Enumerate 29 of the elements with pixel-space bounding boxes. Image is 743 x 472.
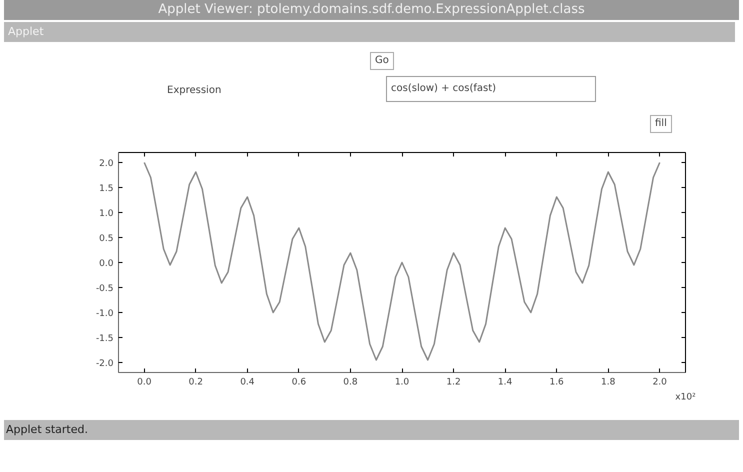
x-tick-label: 0.6 [292, 378, 306, 388]
text: Applet started. [4, 420, 739, 440]
x-tick-label: 1.0 [394, 378, 410, 388]
y-tick-label: 1.0 [99, 209, 114, 219]
y-tick-label: -1.0 [96, 309, 114, 319]
chart-title: Applet Viewer: ptolemy.domains.sdf.demo.ExpressionApplet.class [4, 0, 739, 20]
text: Expression [167, 84, 222, 98]
x-axis-title: x10² [675, 392, 696, 402]
x-tick-label: 1.4 [498, 378, 513, 388]
text: fill [650, 115, 672, 134]
x-tick-label: 0.0 [137, 378, 152, 388]
x-tick-label: 0.2 [188, 378, 203, 388]
x-tick-label: 1.2 [446, 378, 461, 388]
x-tick-label: 1.8 [601, 378, 616, 388]
y-tick-label: 1.5 [99, 184, 114, 194]
x-tick-label: 2.0 [652, 378, 668, 388]
text: Go [370, 52, 394, 70]
text: cos(slow) + cos(fast) [386, 76, 596, 102]
y-tick-label: 0.5 [99, 234, 114, 244]
line-series [144, 162, 660, 361]
text: Applet [4, 22, 735, 42]
x-tick-label: 0.4 [240, 378, 255, 388]
y-tick-label: -0.5 [96, 284, 114, 294]
y-tick-label: 0.0 [99, 259, 114, 269]
y-tick-label: 2.0 [99, 159, 114, 169]
x-tick-label: 0.8 [343, 378, 358, 388]
y-tick-label: -2.0 [96, 359, 114, 369]
x-tick-label: 1.6 [549, 378, 564, 388]
y-tick-label: -1.5 [96, 334, 114, 344]
